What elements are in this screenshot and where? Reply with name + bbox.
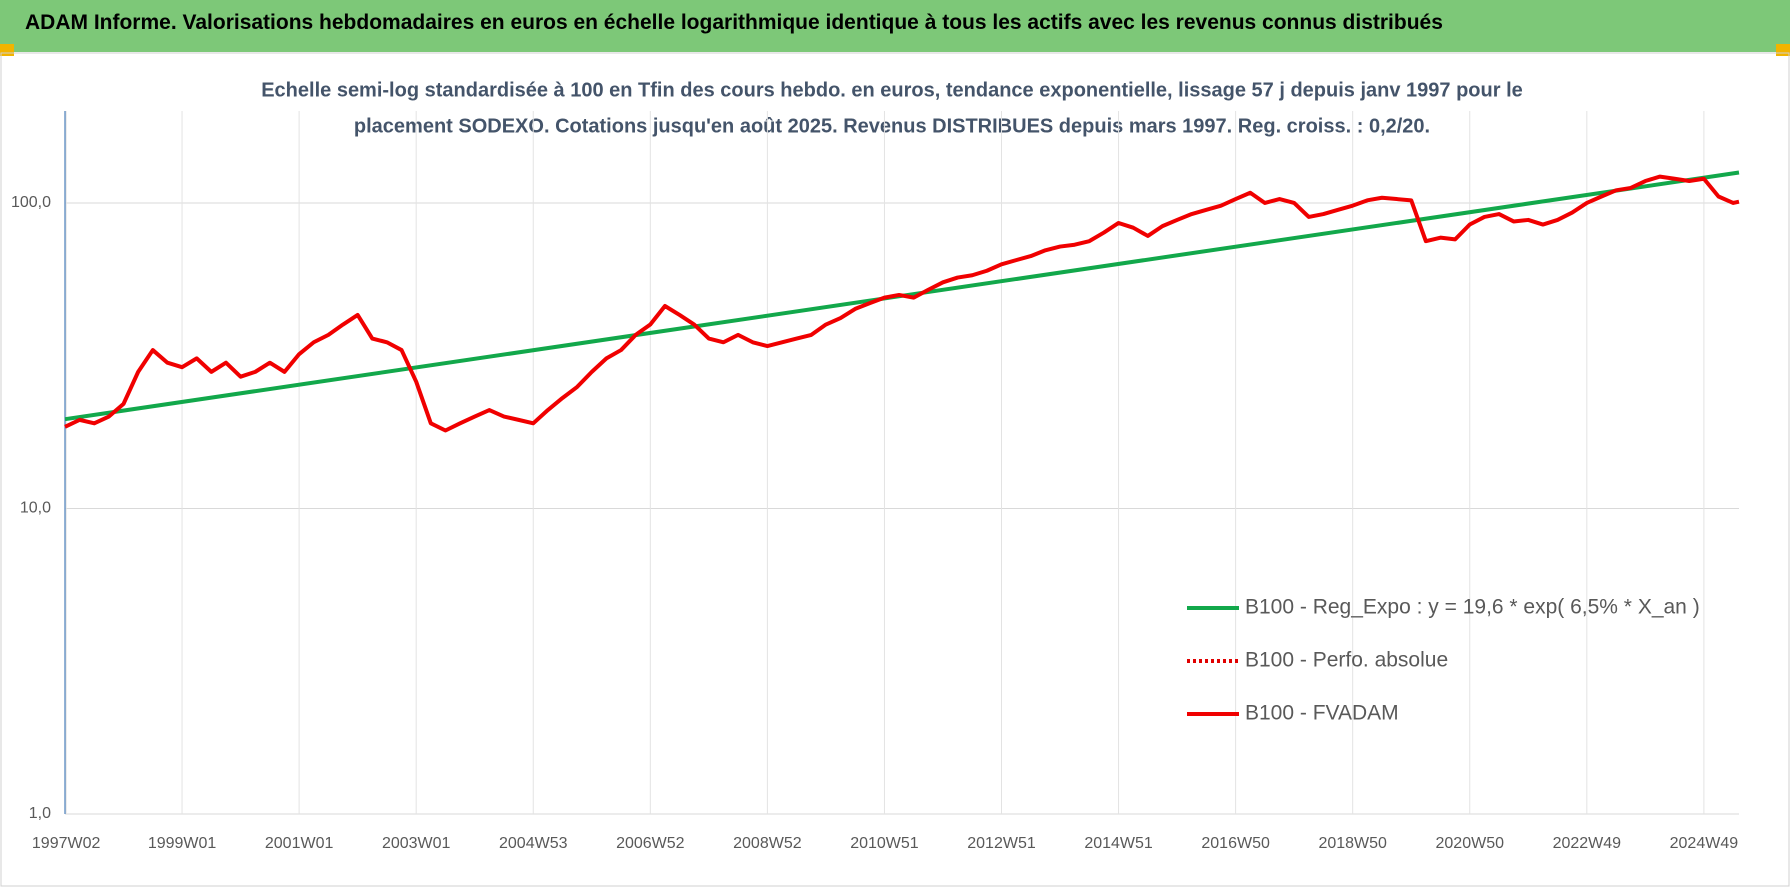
- x-tick-label: 2008W52: [733, 835, 802, 852]
- chart-frame: [0, 52, 1790, 887]
- x-tick-label: 2024W49: [1670, 835, 1739, 852]
- x-tick-label: 2003W01: [382, 835, 451, 852]
- x-tick-label: 2020W50: [1436, 835, 1505, 852]
- legend-label: B100 - FVADAM: [1245, 702, 1399, 725]
- x-tick-label: 2016W50: [1201, 835, 1270, 852]
- y-tick-label: 1,0: [29, 805, 51, 822]
- legend-label: B100 - Reg_Expo : y = 19,6 * exp( 6,5% *…: [1245, 596, 1700, 619]
- series-line: [64, 174, 1740, 433]
- x-tick-label: 2014W51: [1084, 835, 1153, 852]
- y-tick-label: 10,0: [20, 500, 51, 517]
- x-tick-label: 1999W01: [148, 835, 217, 852]
- header-bar: ADAM Informe. Valorisations hebdomadaire…: [0, 0, 1790, 52]
- x-tick-label: 2022W49: [1553, 835, 1622, 852]
- x-tick-label: 2001W01: [265, 835, 334, 852]
- x-tick-label: 2006W52: [616, 835, 685, 852]
- legend-label: B100 - Perfo. absolue: [1245, 649, 1448, 672]
- x-tick-label: 1997W02: [32, 835, 101, 852]
- x-tick-label: 2018W50: [1318, 835, 1387, 852]
- header-title: ADAM Informe. Valorisations hebdomadaire…: [25, 11, 1443, 34]
- y-tick-label: 100,0: [11, 194, 51, 211]
- x-tick-label: 2012W51: [967, 835, 1036, 852]
- x-tick-label: 2010W51: [850, 835, 919, 852]
- subtitle: Echelle semi-log standardisée à 100 en T…: [261, 79, 1523, 101]
- x-tick-label: 2004W53: [499, 835, 568, 852]
- subtitle: placement SODEXO. Cotations jusqu'en aoû…: [354, 115, 1430, 137]
